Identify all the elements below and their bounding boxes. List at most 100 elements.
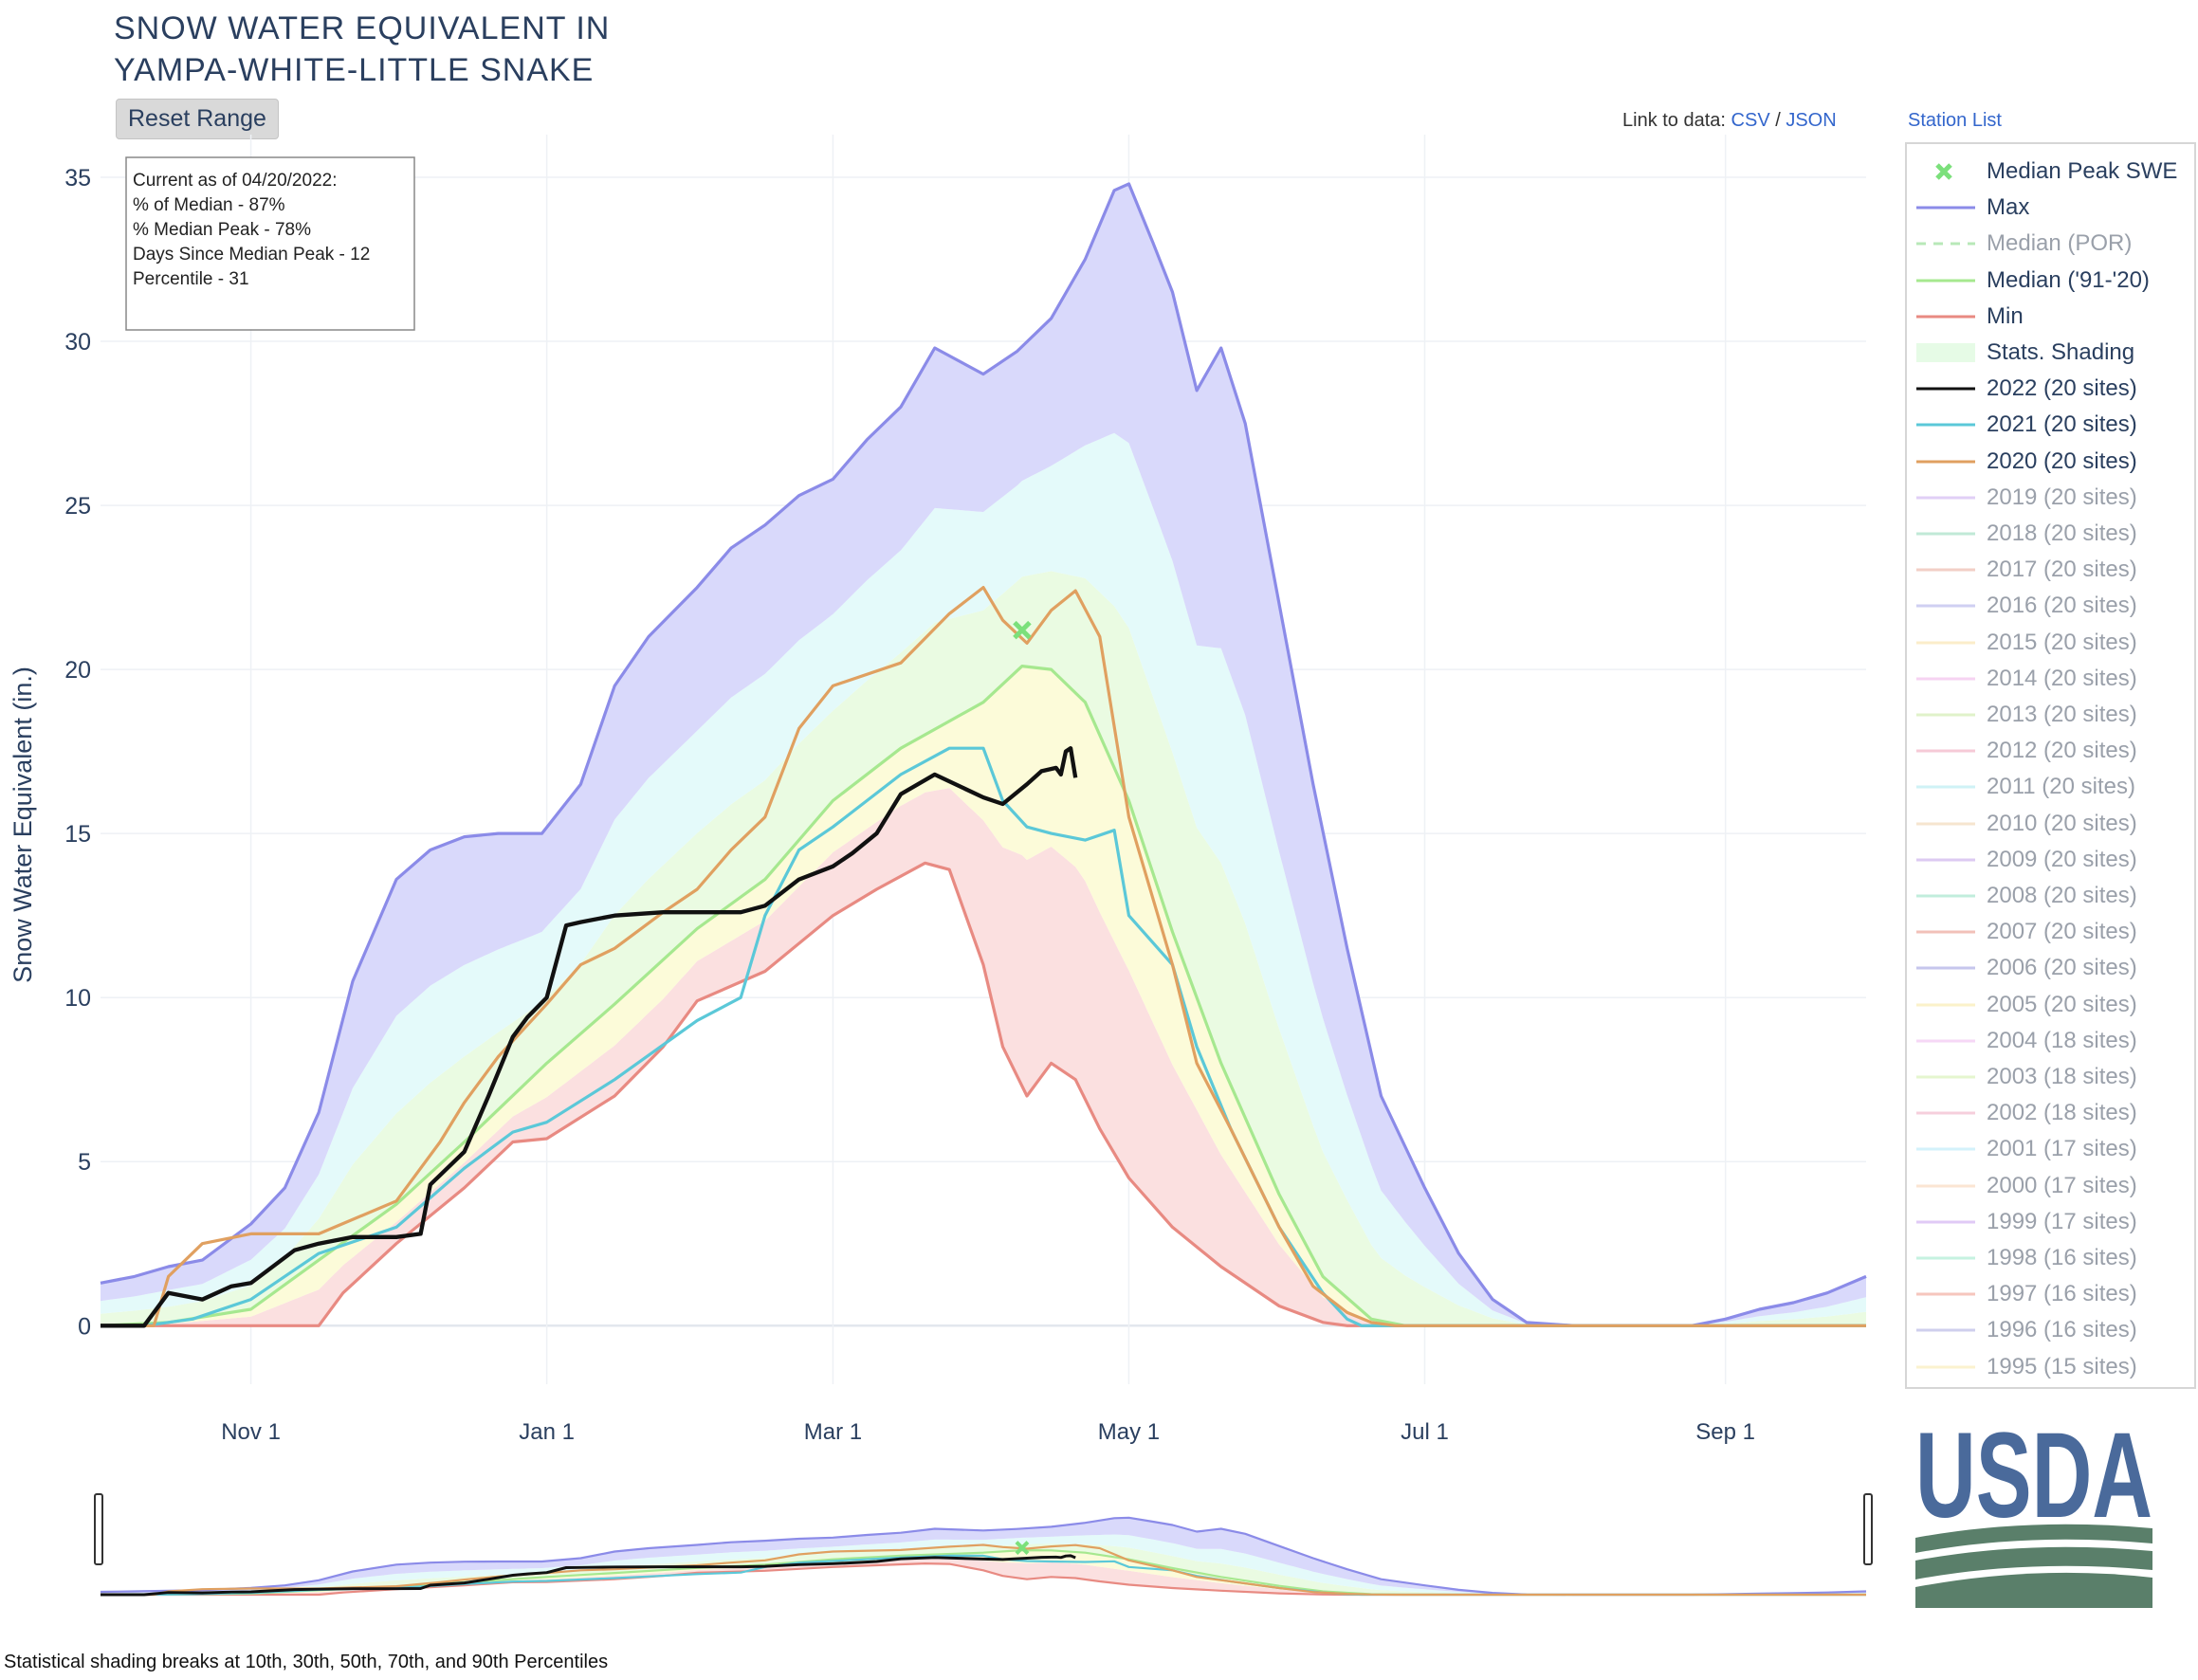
legend-item-2008-20-sites[interactable]: 2008 (20 sites) [1907,878,2194,914]
usda-logo-text: USDA [1915,1413,2152,1543]
legend-item-min[interactable]: Min [1907,299,2194,335]
line-swatch-icon [1916,423,1975,427]
legend-label: 2004 (18 sites) [1987,1027,2137,1053]
y-tick-label: 25 [64,493,91,520]
legend-item-2000-17-sites[interactable]: 2000 (17 sites) [1907,1168,2194,1204]
line-swatch-icon [1916,496,1975,500]
y-axis-label: Snow Water Equivalent (in.) [9,667,37,983]
legend-item-2013-20-sites[interactable]: 2013 (20 sites) [1907,697,2194,733]
legend-item-median-peak-swe[interactable]: Median Peak SWE [1907,154,2194,190]
range-slider[interactable] [0,1470,1901,1621]
legend-item-2007-20-sites[interactable]: 2007 (20 sites) [1907,914,2194,950]
line-swatch-icon [1916,460,1975,464]
legend-label: 2014 (20 sites) [1987,665,2137,691]
line-swatch-icon [1916,966,1975,970]
series-line-2022-20-sites- [101,1554,1076,1597]
info-line-3: % Median Peak - 78% [133,220,311,240]
chart-title: SNOW WATER EQUIVALENT IN YAMPA-WHITE-LIT… [114,8,610,91]
x-tick-label: Nov 1 [221,1419,281,1445]
link-prefix: Link to data: [1622,110,1726,131]
line-swatch-icon [1916,858,1975,862]
series-lines [100,182,1867,1328]
swe-chart[interactable]: 0 5 10 15 20 25 30 35 Nov 1 Jan 1 Mar 1 May 1 Jul 1… [0,133,1901,1612]
series-line-median-91-20- [100,665,1866,1327]
legend-item-2001-17-sites[interactable]: 2001 (17 sites) [1907,1131,2194,1167]
legend-label: 2003 (18 sites) [1987,1064,2137,1089]
legend-label: 2018 (20 sites) [1987,520,2137,546]
legend-item-median-91-20[interactable]: Median ('91-'20) [1907,263,2194,299]
legend-item-1999-17-sites[interactable]: 1999 (17 sites) [1907,1204,2194,1240]
x-tick-label: Jan 1 [519,1419,575,1445]
info-line-1: Current as of 04/20/2022: [133,171,337,191]
line-swatch-icon [1916,206,1975,210]
station-list-link[interactable]: Station List [1908,110,2002,131]
legend-label: 2022 (20 sites) [1987,375,2137,402]
legend-item-2004-18-sites[interactable]: 2004 (18 sites) [1907,1023,2194,1059]
json-link[interactable]: JSON [1786,110,1837,131]
legend-item-1995-15-sites[interactable]: 1995 (15 sites) [1907,1349,2194,1385]
band-1 [101,1558,1866,1595]
info-line-2: % of Median - 87% [133,195,285,215]
info-line-5: Percentile - 31 [133,269,249,289]
series-line-2022-20-sites- [101,746,1078,1328]
line-swatch-icon [1916,1075,1975,1079]
legend-label: 2013 (20 sites) [1987,702,2137,727]
legend-item-2012-20-sites[interactable]: 2012 (20 sites) [1907,733,2194,769]
line-swatch-icon [1916,713,1975,717]
range-handle-left[interactable] [94,1493,103,1565]
x-tick-label: May 1 [1098,1419,1160,1445]
line-swatch-icon [1916,1111,1975,1115]
legend-label: 2002 (18 sites) [1987,1100,2137,1126]
legend-item-2010-20-sites[interactable]: 2010 (20 sites) [1907,806,2194,842]
reset-range-button[interactable]: Reset Range [116,99,279,139]
line-swatch-icon [1916,1147,1975,1151]
legend-item-2002-18-sites[interactable]: 2002 (18 sites) [1907,1095,2194,1131]
legend-item-2015-20-sites[interactable]: 2015 (20 sites) [1907,625,2194,661]
legend-item-median-por[interactable]: Median (POR) [1907,226,2194,262]
legend-item-1997-16-sites[interactable]: 1997 (16 sites) [1907,1276,2194,1312]
legend-item-2014-20-sites[interactable]: 2014 (20 sites) [1907,661,2194,697]
legend-item-2018-20-sites[interactable]: 2018 (20 sites) [1907,516,2194,552]
median-peak-x [1013,620,1032,640]
legend-item-2003-18-sites[interactable]: 2003 (18 sites) [1907,1059,2194,1095]
csv-link[interactable]: CSV [1731,110,1770,131]
legend-item-stats-shading[interactable]: Stats. Shading [1907,335,2194,371]
legend-label: 1995 (15 sites) [1987,1353,2137,1379]
legend-item-2022-20-sites[interactable]: 2022 (20 sites) [1907,371,2194,407]
footnote: Statistical shading breaks at 10th, 30th… [4,1652,609,1672]
line-swatch-icon [1916,1292,1975,1296]
legend-item-1996-16-sites[interactable]: 1996 (16 sites) [1907,1312,2194,1348]
y-tick-label: 10 [64,985,91,1012]
median-peak-marker [1013,620,1032,640]
legend-item-2011-20-sites[interactable]: 2011 (20 sites) [1907,769,2194,805]
legend-item-2006-20-sites[interactable]: 2006 (20 sites) [1907,950,2194,986]
legend-item-2016-20-sites[interactable]: 2016 (20 sites) [1907,588,2194,624]
data-links: Link to data: CSV / JSON [1622,110,1837,132]
legend-item-2019-20-sites[interactable]: 2019 (20 sites) [1907,480,2194,516]
legend-item-2021-20-sites[interactable]: 2021 (20 sites) [1907,407,2194,443]
legend-item-2020-20-sites[interactable]: 2020 (20 sites) [1907,444,2194,480]
shading-swatch-icon [1916,343,1975,362]
median-peak-x [1015,1541,1030,1555]
legend-label: 2017 (20 sites) [1987,557,2137,583]
line-swatch-icon [1916,604,1975,608]
legend-label: 2010 (20 sites) [1987,810,2137,836]
chart-title-line1: SNOW WATER EQUIVALENT IN [114,10,611,46]
legend-item-2005-20-sites[interactable]: 2005 (20 sites) [1907,987,2194,1023]
legend-item-2009-20-sites[interactable]: 2009 (20 sites) [1907,842,2194,878]
legend-label: 1996 (16 sites) [1987,1317,2137,1343]
y-tick-label: 20 [64,657,91,684]
link-separator: / [1775,110,1781,131]
x-axis-ticks: Nov 1 Jan 1 Mar 1 May 1 Jul 1 Sep 1 [221,1419,1755,1445]
range-handle-right[interactable] [1863,1493,1873,1565]
legend-item-max[interactable]: Max [1907,190,2194,226]
legend-label: 2009 (20 sites) [1987,846,2137,872]
line-swatch-icon [1916,568,1975,572]
legend-label: 2016 (20 sites) [1987,593,2137,619]
range-series-lines [100,1516,1867,1597]
legend-item-1998-16-sites[interactable]: 1998 (16 sites) [1907,1240,2194,1276]
legend-item-2017-20-sites[interactable]: 2017 (20 sites) [1907,552,2194,588]
legend-label: Stats. Shading [1987,339,2135,365]
y-tick-label: 30 [64,329,91,356]
legend-label: Max [1987,194,2030,221]
